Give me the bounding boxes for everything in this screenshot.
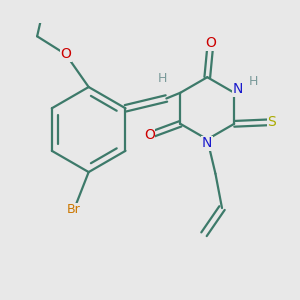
Text: Br: Br <box>67 203 81 216</box>
Text: O: O <box>60 47 71 61</box>
Text: S: S <box>267 115 276 129</box>
Text: N: N <box>202 136 212 151</box>
Text: O: O <box>205 36 216 50</box>
Text: H: H <box>158 71 167 85</box>
Text: O: O <box>144 128 155 142</box>
Text: N: N <box>233 82 244 97</box>
Text: H: H <box>249 75 259 88</box>
